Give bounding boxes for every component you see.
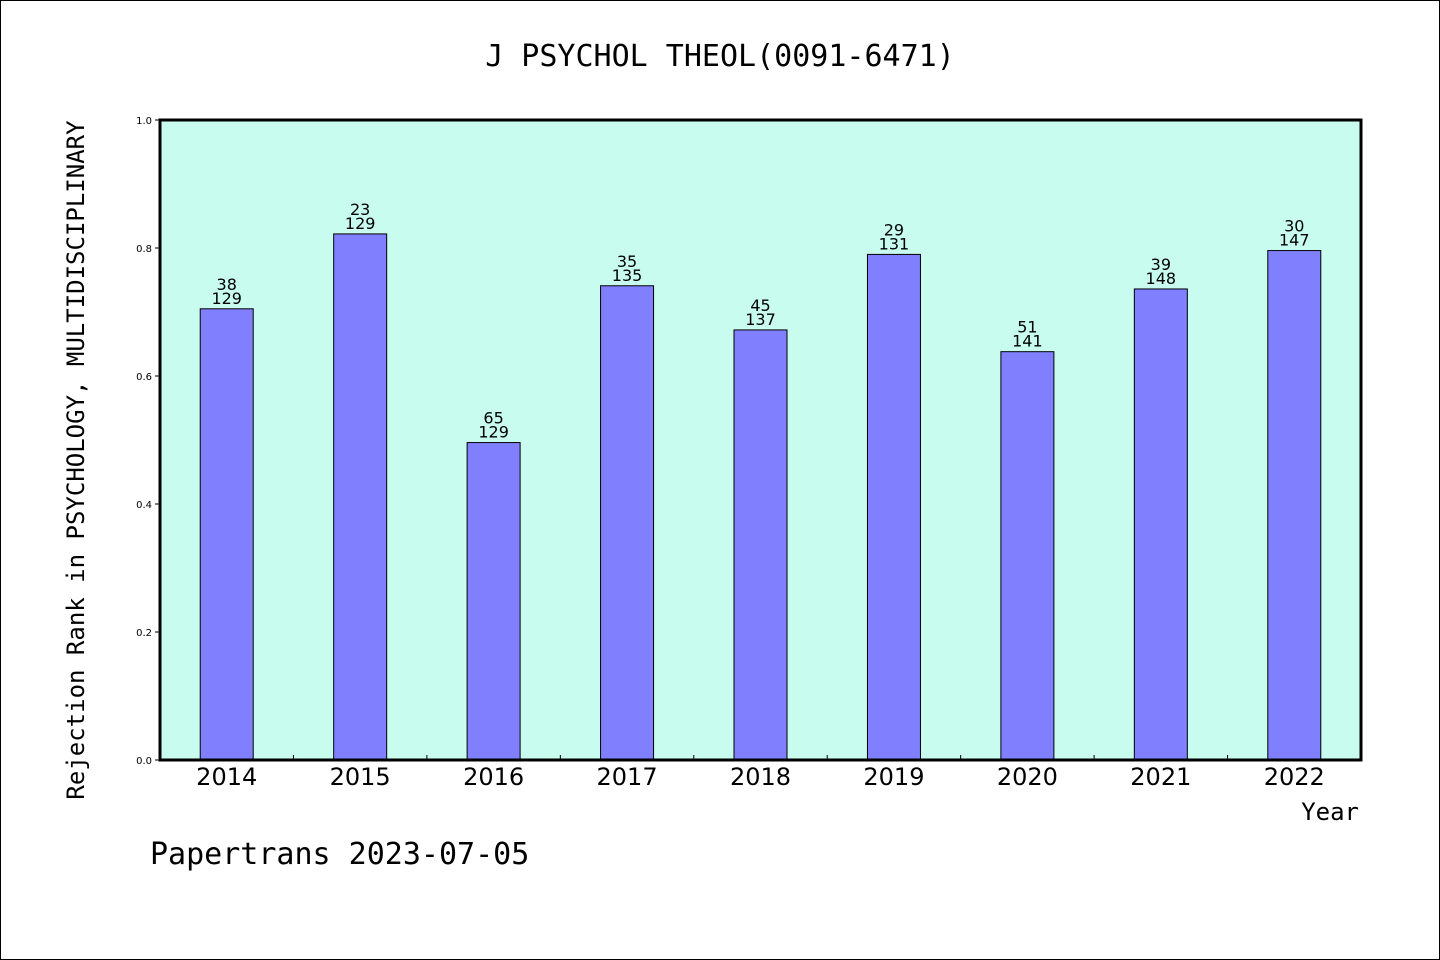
bar-rank-label: 65 bbox=[483, 409, 503, 428]
x-tick-label: 2016 bbox=[463, 763, 524, 791]
y-tick-label: 0.6 bbox=[136, 372, 152, 383]
bar-2014 bbox=[199, 308, 254, 761]
bar-2019 bbox=[866, 253, 921, 761]
bar-rank-label: 51 bbox=[1017, 318, 1037, 337]
y-axis: 0.0 0.2 0.4 0.6 0.8 1.0 bbox=[136, 116, 160, 767]
chart-title: J PSYCHOL THEOL(0091-6471) bbox=[485, 39, 955, 74]
bar-total-label: 148 bbox=[1146, 269, 1177, 288]
bar-2016 bbox=[466, 442, 521, 761]
bar-total-label: 147 bbox=[1279, 231, 1310, 250]
x-tick-label: 2020 bbox=[997, 763, 1058, 791]
x-tick-label: 2019 bbox=[863, 763, 924, 791]
bar-2020 bbox=[1000, 351, 1055, 761]
bar-rank-label: 38 bbox=[217, 275, 237, 294]
bar-2021 bbox=[1133, 288, 1188, 761]
bar-rank-label: 45 bbox=[750, 296, 770, 315]
bar-total-label: 129 bbox=[211, 289, 242, 308]
bar-2017 bbox=[600, 285, 655, 761]
bar-rank-label: 29 bbox=[884, 220, 904, 239]
bar-2015 bbox=[333, 233, 388, 761]
x-axis-label: Year bbox=[1301, 798, 1359, 826]
bar-rank-label: 30 bbox=[1284, 217, 1304, 236]
bar-rank-label: 23 bbox=[350, 200, 370, 219]
y-tick-label: 0.8 bbox=[136, 244, 152, 255]
x-tick-label: 2017 bbox=[597, 763, 658, 791]
y-axis-label: Rejection Rank in PSYCHOLOGY, MULTIDISCI… bbox=[62, 120, 90, 800]
x-axis: 2014 2015 2016 2017 2018 2019 2020 2021 2022 bbox=[196, 755, 1325, 791]
x-tick-label: 2014 bbox=[196, 763, 257, 791]
bar-total-label: 135 bbox=[612, 266, 643, 285]
bars bbox=[199, 233, 1322, 761]
bar-rank-label: 39 bbox=[1151, 255, 1171, 274]
y-tick-label: 0.0 bbox=[136, 756, 152, 767]
y-tick-label: 0.2 bbox=[136, 628, 152, 639]
x-tick-label: 2018 bbox=[730, 763, 791, 791]
footer-credit: Papertrans 2023-07-05 bbox=[150, 837, 529, 872]
bar-total-label: 137 bbox=[745, 310, 776, 329]
bar-total-label: 129 bbox=[345, 214, 376, 233]
x-tick-label: 2015 bbox=[330, 763, 391, 791]
bar-2018 bbox=[733, 329, 788, 761]
bar-labels: 3812923129651293513545137291315114139148… bbox=[211, 200, 1309, 442]
bar-total-label: 131 bbox=[879, 234, 910, 253]
bar-2022 bbox=[1267, 250, 1322, 761]
plot-border bbox=[158, 118, 1363, 762]
x-tick-label: 2022 bbox=[1264, 763, 1325, 791]
bar-rank-label: 35 bbox=[617, 252, 637, 271]
x-tick-label: 2021 bbox=[1130, 763, 1191, 791]
bar-total-label: 129 bbox=[478, 423, 509, 442]
y-tick-label: 1.0 bbox=[136, 116, 152, 127]
y-tick-label: 0.4 bbox=[136, 500, 152, 511]
bar-total-label: 141 bbox=[1012, 332, 1043, 351]
